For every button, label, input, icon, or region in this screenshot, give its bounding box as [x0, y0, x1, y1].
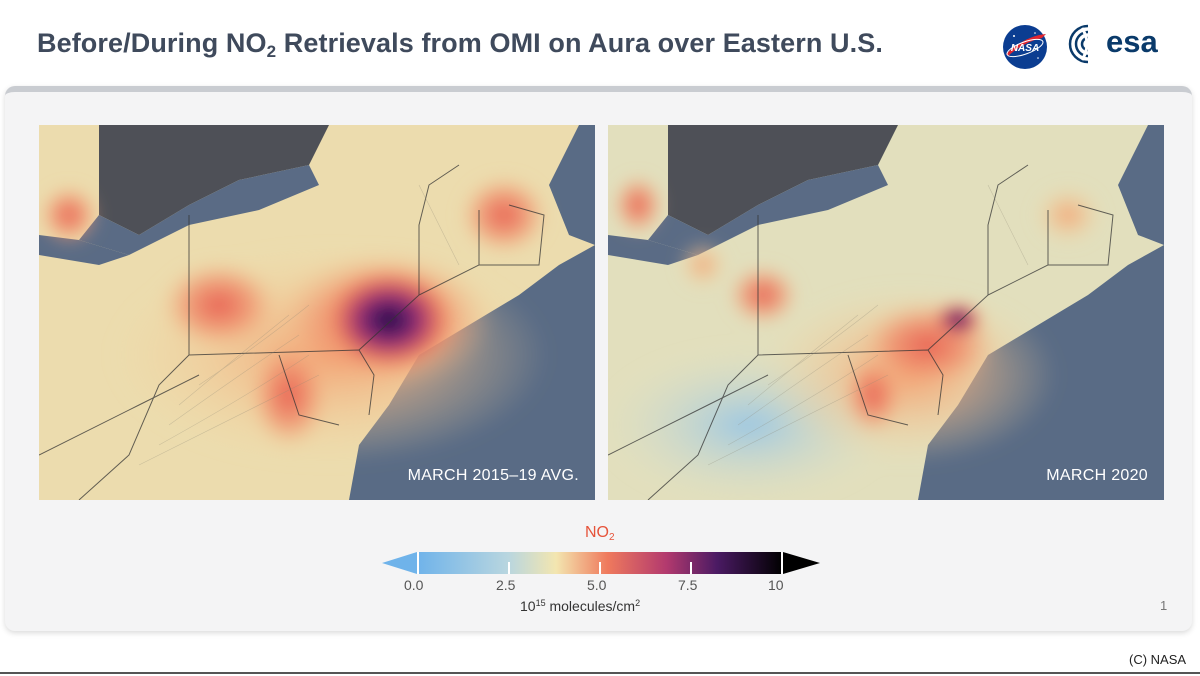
colorbar-tick-label: 0.0 [404, 577, 424, 593]
colorbar-min-arrow [382, 552, 417, 574]
esa-logo [1068, 24, 1089, 64]
page-number: 1 [1160, 598, 1168, 613]
bottom-divider [0, 672, 1200, 674]
colorbar-max-arrow [783, 552, 820, 574]
map-label-before: MARCH 2015–19 AVG. [407, 467, 579, 484]
map-during: MARCH 2020 [608, 125, 1164, 500]
colorbar-tick-label: 2.5 [496, 577, 516, 593]
esa-wordmark: esa [1106, 24, 1158, 59]
colorbar-title: NO2 [585, 524, 615, 543]
map-label-during: MARCH 2020 [1046, 467, 1148, 484]
map-before: MARCH 2015–19 AVG. [39, 125, 595, 500]
nasa-logo: NASA [1003, 25, 1047, 69]
colorbar [382, 552, 820, 574]
svg-text:NASA: NASA [1011, 43, 1039, 54]
colorbar-unit: 1015 molecules/cm2 [520, 598, 641, 614]
image-credit: (C) NASA [1129, 652, 1187, 667]
page-title: Before/During NO2 Retrievals from OMI on… [37, 28, 883, 61]
colorbar-tick-label: 5.0 [587, 577, 607, 593]
colorbar-tick-label: 7.5 [678, 577, 698, 593]
colorbar-tick-label: 10 [768, 577, 784, 593]
